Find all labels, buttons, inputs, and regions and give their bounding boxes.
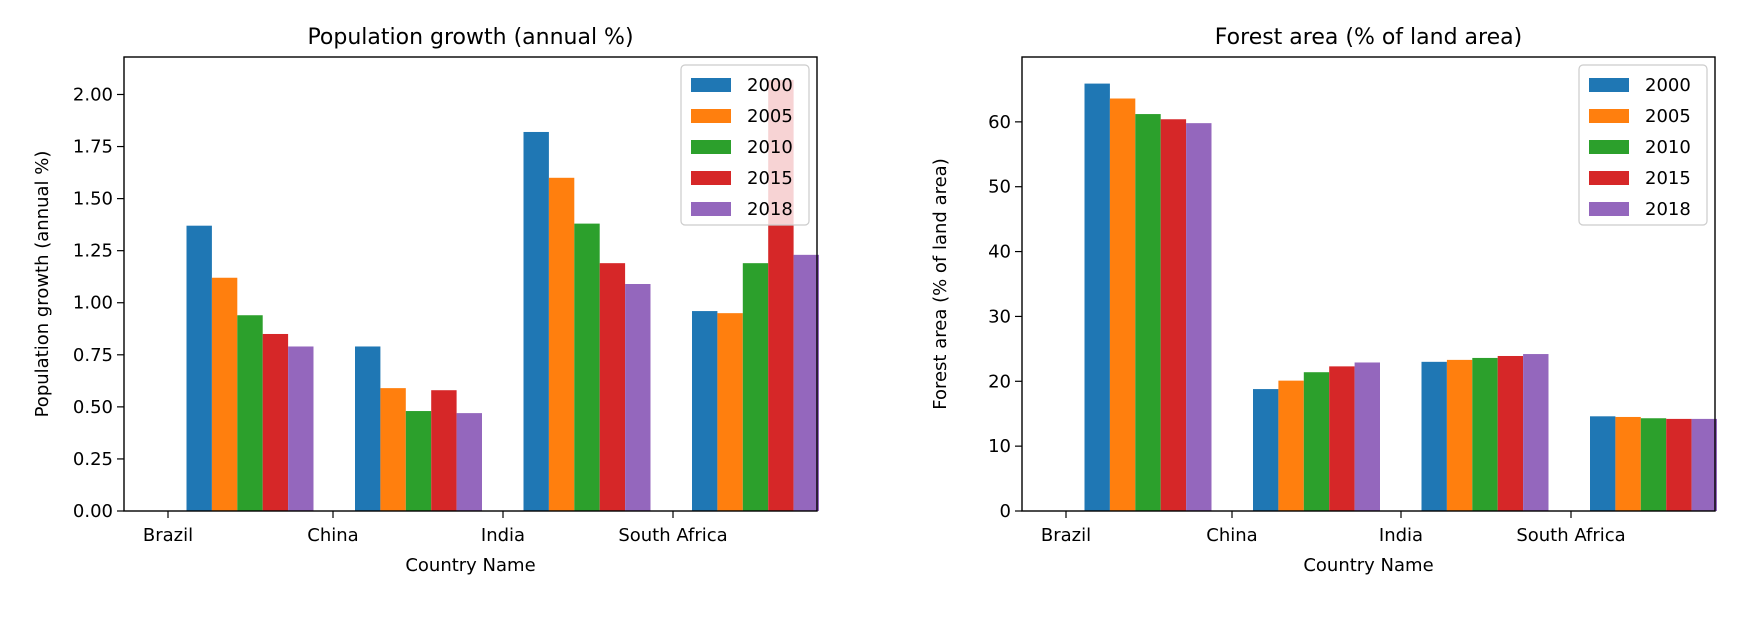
bar-south-africa-2000 [692,311,718,511]
x-axis-label: Country Name [405,555,535,576]
y-tick-label-6: 60 [988,112,1011,133]
bar-brazil-2000 [186,225,212,511]
bar-brazil-2005 [1109,98,1136,511]
bar-india-2015 [1497,355,1524,511]
plot-frame [1021,56,1716,512]
bar-india-2005 [1446,359,1473,511]
legend-label-2000: 2000 [1645,75,1691,96]
bar-south-africa-2005 [717,313,743,511]
bar-brazil-2010 [237,315,263,511]
chart-panel-1: 0.00 0.25 0.50 0.75 1.00 1.25 1.50 1.75 2.00 Braz… [32,25,819,576]
legend: 2000 2005 2010 2015 2018 [1578,64,1708,226]
bar-india-2000 [523,131,549,511]
legend-label-2005: 2005 [747,106,793,127]
legend-label-2018: 2018 [747,199,793,220]
bar-brazil-2018 [288,346,314,511]
chart-panel-2: 0 10 20 30 40 50 60 Brazil China India South Afric… [930,25,1717,576]
y-tick-label-7: 1.75 [73,137,113,158]
bar-india-2000 [1421,361,1447,511]
legend-swatch-2018 [1589,202,1629,216]
bar-china-2000 [1253,389,1279,511]
bar-south-africa-2005 [1615,416,1641,511]
legend-label-2018: 2018 [1645,199,1691,220]
legend-swatch-2015 [691,171,731,185]
bar-china-2005 [1278,380,1304,511]
bar-brazil-2018 [1186,123,1212,512]
bar-china-2015 [431,390,457,511]
y-axis-label: Forest area (% of land area) [930,158,951,410]
y-tick-label-2: 20 [988,371,1011,392]
chart-title: Forest area (% of land area) [1215,25,1522,50]
bar-south-africa-2018 [793,254,819,511]
bar-brazil-2010 [1135,114,1161,511]
x-tick-label-0: Brazil [143,525,193,546]
bar-south-africa-2000 [1590,416,1616,511]
x-tick-label-2: India [1379,525,1423,546]
legend-swatch-2005 [1589,109,1629,123]
y-tick-label-1: 0.25 [73,449,113,470]
y-axis-label: Population growth (annual %) [32,151,53,418]
legend-swatch-2010 [691,140,731,154]
x-axis-label: Country Name [1303,555,1433,576]
chart-title: Population growth (annual %) [307,25,633,50]
legend-label-2000: 2000 [747,75,793,96]
bar-brazil-2000 [1084,83,1110,511]
x-tick-label-0: Brazil [1041,525,1091,546]
bar-india-2010 [1472,357,1498,511]
legend: 2000 2005 2010 2015 2018 [680,64,810,226]
bar-china-2010 [1303,372,1330,511]
bar-india-2018 [1523,354,1549,511]
x-tick-label-1: China [307,525,358,546]
y-tick-label-3: 30 [988,306,1011,327]
y-tick-label-0: 0 [1000,501,1011,522]
legend-swatch-2010 [1589,140,1629,154]
x-tick-label-3: South Africa [1516,525,1625,546]
legend-label-2015: 2015 [1645,168,1691,189]
plot-frame [123,56,818,512]
legend-label-2010: 2010 [747,137,793,158]
legend-label-2015: 2015 [747,168,793,189]
bar-india-2018 [625,284,651,511]
bar-south-africa-2010 [1640,418,1667,511]
bar-brazil-2015 [262,333,289,511]
bar-south-africa-2015 [1666,418,1692,511]
x-tick-label-3: South Africa [618,525,727,546]
bar-brazil-2015 [1160,119,1187,511]
bar-china-2005 [380,388,406,511]
y-tick-label-4: 40 [988,242,1011,263]
x-tick-label-2: India [481,525,525,546]
legend-label-2005: 2005 [1645,106,1691,127]
x-tick-label-1: China [1206,525,1257,546]
y-tick-label-0: 0.00 [73,501,113,522]
y-tick-label-4: 1.00 [73,293,113,314]
legend-swatch-2005 [691,109,731,123]
y-tick-label-5: 1.25 [73,241,113,262]
bar-south-africa-2018 [1691,418,1717,511]
bar-china-2000 [355,346,381,511]
legend-swatch-2018 [691,202,731,216]
bar-india-2015 [599,263,626,511]
bar-china-2015 [1329,366,1355,511]
legend-swatch-2000 [691,78,731,92]
bar-brazil-2005 [211,277,238,511]
y-tick-label-2: 0.50 [73,397,113,418]
y-tick-label-5: 50 [988,177,1011,198]
legend-label-2010: 2010 [1645,137,1691,158]
bar-india-2005 [548,177,575,512]
legend-swatch-2000 [1589,78,1629,92]
bar-china-2010 [405,411,432,511]
bar-india-2010 [574,223,600,512]
y-tick-label-3: 0.75 [73,345,113,366]
y-tick-label-8: 2.00 [73,84,113,105]
bar-south-africa-2010 [742,263,769,511]
bar-china-2018 [456,413,482,511]
bar-china-2018 [1354,362,1380,511]
legend-swatch-2015 [1589,171,1629,185]
y-tick-label-6: 1.50 [73,189,113,210]
y-tick-label-1: 10 [988,436,1011,457]
